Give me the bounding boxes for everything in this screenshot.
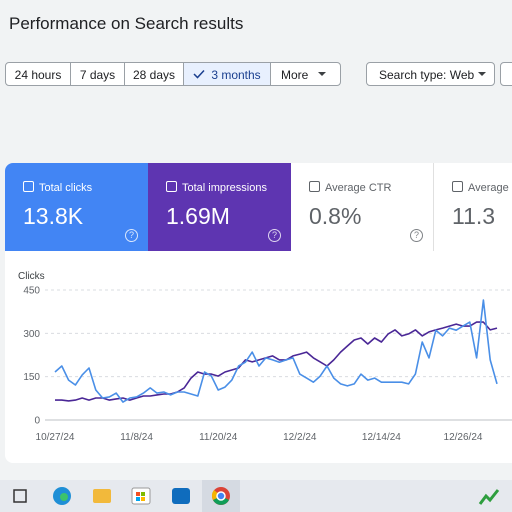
checkbox (452, 181, 463, 192)
metric-label: Total impressions (182, 182, 267, 194)
series-line (54, 299, 498, 403)
metric-value: 13.8K (23, 203, 84, 229)
x-tick-label: 11/20/24 (199, 432, 238, 443)
metric-card[interactable]: Total impressions 1.69M ? (148, 163, 291, 251)
metric-value: 0.8% (309, 203, 362, 229)
x-tick-label: 10/27/24 (36, 432, 75, 443)
help-icon[interactable]: ? (410, 229, 423, 242)
metric-card[interactable]: Average position 11.3 (434, 163, 512, 251)
y-tick-label: 0 (34, 416, 40, 427)
dropdown-icon (318, 72, 326, 76)
taskbar-icons (13, 480, 500, 512)
y-tick-label: 300 (23, 329, 40, 340)
help-icon[interactable]: ? (268, 229, 281, 242)
metric-value: 11.3 (452, 203, 496, 229)
x-tick-label: 11/8/24 (120, 432, 153, 443)
more-button[interactable]: More (270, 62, 341, 86)
metric-label: Average position (468, 182, 512, 194)
x-tick-label: 12/2/24 (283, 432, 317, 443)
range-label: 3 months (211, 68, 261, 82)
taskbar (0, 480, 512, 512)
add-filter-button[interactable] (500, 62, 512, 86)
help-icon[interactable]: ? (125, 229, 138, 242)
x-tick-label: 12/26/24 (444, 432, 483, 443)
page-title: Performance on Search results (9, 14, 244, 33)
performance-panel: Total clicks 13.8K ? Total impressions 1… (5, 163, 512, 463)
metric-label: Total clicks (39, 182, 93, 194)
metric-label: Average CTR (325, 182, 392, 194)
check-icon (193, 69, 205, 79)
more-label: More (281, 68, 309, 82)
dropdown-icon (478, 72, 486, 76)
metric-card[interactable]: Average CTR 0.8% ? (291, 163, 434, 251)
x-tick-label: 12/14/24 (362, 432, 401, 443)
search-type-button[interactable]: Search type: Web (366, 62, 495, 86)
range-button[interactable]: 28 days (124, 62, 184, 86)
y-axis-label: Clicks (18, 271, 45, 282)
search-type-label: Search type: Web (379, 68, 475, 82)
series-line (55, 321, 498, 402)
checkbox (23, 181, 34, 192)
range-button-selected[interactable]: 3 months (183, 62, 271, 86)
metric-value: 1.69M (166, 203, 230, 229)
checkbox (309, 181, 320, 192)
checkbox (166, 181, 177, 192)
metric-card[interactable]: Total clicks 13.8K ? (5, 163, 148, 251)
y-tick-label: 150 (23, 372, 40, 383)
y-tick-label: 450 (23, 286, 40, 297)
